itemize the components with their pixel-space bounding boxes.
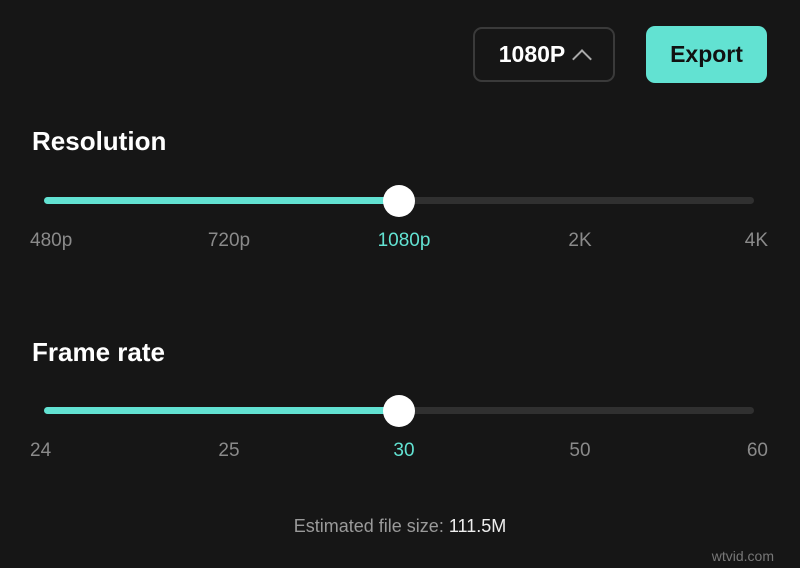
frame-rate-option[interactable]: 24	[30, 440, 52, 461]
estimated-file-size: Estimated file size: 111.5M	[0, 516, 800, 537]
frame-rate-slider-thumb[interactable]	[383, 394, 415, 427]
resolution-option[interactable]: 720p	[207, 230, 251, 251]
frame-rate-title: Frame rate	[32, 337, 165, 367]
export-button[interactable]: Export	[646, 26, 767, 83]
chevron-up-icon	[572, 48, 593, 69]
resolution-dropdown[interactable]: 1080P	[473, 27, 615, 82]
estimated-file-size-value: 111.5M	[448, 516, 507, 536]
resolution-option[interactable]: 2K	[568, 230, 592, 251]
resolution-option[interactable]: 480p	[30, 230, 73, 251]
resolution-option[interactable]: 1080p	[377, 230, 431, 251]
resolution-slider[interactable]	[44, 184, 754, 217]
resolution-option[interactable]: 4K	[744, 230, 768, 251]
frame-rate-option[interactable]: 60	[746, 440, 768, 461]
resolution-slider-thumb[interactable]	[383, 184, 415, 217]
resolution-slider-fill	[44, 197, 399, 204]
resolution-dropdown-label: 1080P	[498, 41, 566, 67]
frame-rate-slider-fill	[44, 407, 399, 414]
frame-rate-option[interactable]: 50	[569, 440, 591, 461]
frame-rate-slider[interactable]	[44, 394, 754, 427]
frame-rate-option[interactable]: 25	[218, 440, 240, 461]
resolution-title: Resolution	[32, 126, 167, 156]
estimated-file-size-label: Estimated file size:	[293, 516, 444, 536]
watermark: wtvid.com	[711, 548, 774, 564]
frame-rate-option[interactable]: 30	[393, 440, 415, 461]
